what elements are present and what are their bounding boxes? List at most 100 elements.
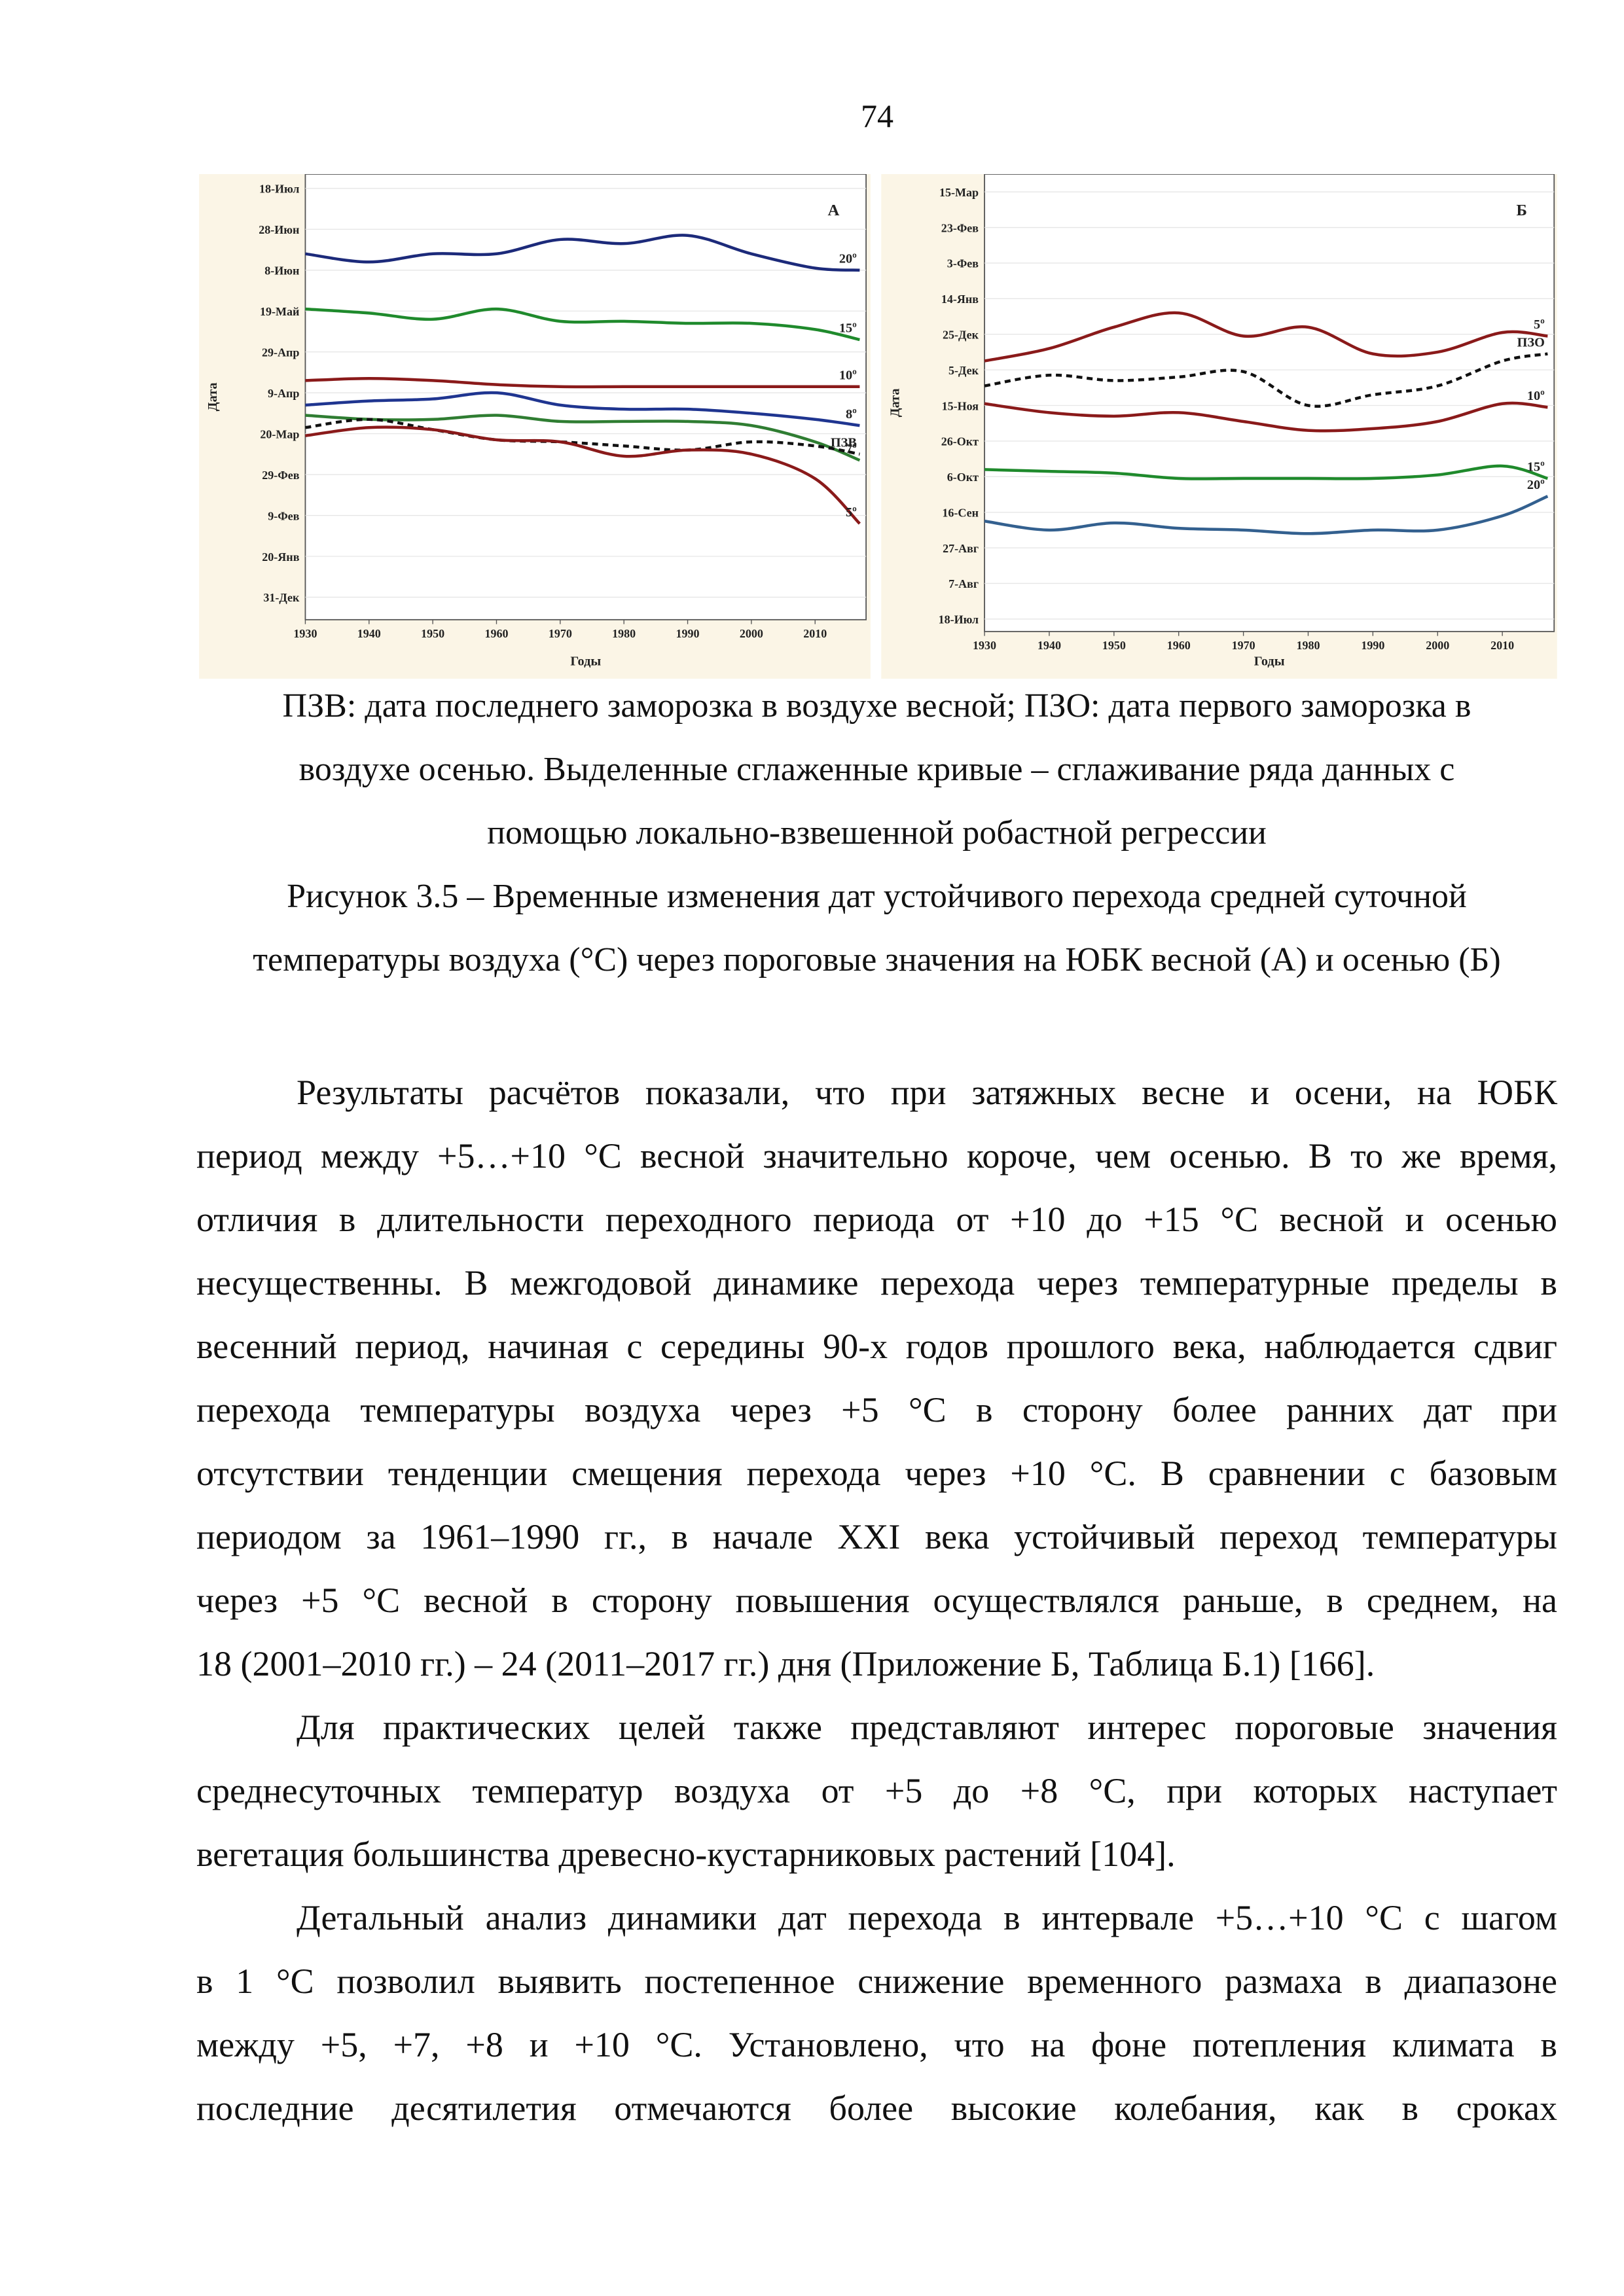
x-tick-label: 1960 [484, 627, 508, 640]
series-label: 15º [839, 321, 857, 336]
y-tick-label: 20-Мар [260, 427, 299, 440]
panel-label: Б [1516, 202, 1526, 219]
y-tick-label: 8-Июн [264, 264, 299, 278]
x-tick-label: 2010 [1490, 639, 1514, 652]
y-tick-label: 26-Окт [941, 435, 979, 448]
x-axis-label: Годы [1254, 655, 1285, 669]
series-label: ПЗВ [831, 436, 857, 450]
series-label: 10º [839, 368, 857, 383]
body-text: Результаты расчётов показали, что при за… [196, 1061, 1557, 2140]
text-line: Рисунок 3.5 – Временные изменения дат ус… [287, 878, 1467, 915]
y-tick-label: 14-Янв [941, 293, 979, 306]
x-tick-label: 1940 [1038, 639, 1061, 652]
x-tick-label: 1970 [549, 627, 572, 640]
text-line: отсутствии тенденции смещения перехода ч… [196, 1454, 1557, 1493]
text-line: Для практических целей также представляю… [297, 1708, 1557, 1747]
smoothed-line [305, 418, 860, 456]
x-tick-label: 1930 [293, 627, 317, 640]
y-tick-label: 9-Апр [268, 387, 299, 400]
page-number: 74 [861, 98, 893, 134]
series-label: 5º [846, 505, 857, 520]
text-line: помощью локально-взвешенной робастной ре… [487, 814, 1267, 852]
y-tick-label: 23-Фев [941, 221, 979, 234]
y-tick-label: 29-Апр [262, 346, 299, 359]
x-tick-label: 2000 [740, 627, 763, 640]
series-label: 20º [839, 252, 857, 266]
chart-b: 18-Июл 7-Авг 27-Авг 16-Сен 6-Окт 26-Окт 15-Ноя… [881, 174, 1557, 679]
text-line: среднесуточных температур воздуха от +5 … [196, 1771, 1557, 1810]
figure-caption: Рисунок 3.5 – Временные изменения дат ус… [196, 865, 1557, 992]
smoothed-line [984, 464, 1549, 480]
y-tick-label: 16-Сен [942, 506, 979, 519]
y-tick-label: 5-Дек [948, 364, 979, 377]
text-line: перехода температуры воздуха через +5 °С… [196, 1390, 1557, 1429]
x-tick-label: 1980 [612, 627, 636, 640]
series-label: 5º [1534, 317, 1545, 332]
y-tick-label: 9-Фев [268, 509, 299, 522]
x-axis-label: Годы [570, 655, 601, 669]
x-tick-label: 1950 [421, 627, 444, 640]
text-line: через +5 °С весной в сторону повышения о… [196, 1581, 1557, 1620]
y-tick-label: 31-Дек [263, 591, 300, 604]
smoothed-line [984, 401, 1548, 433]
y-tick-label: 19-Май [260, 305, 299, 318]
text-line: периодом за 1961–1990 гг., в начале XXI … [196, 1517, 1557, 1556]
x-tick-label: 1940 [357, 627, 381, 640]
series-label: 10º [1527, 389, 1545, 403]
x-tick-label: 2000 [1426, 639, 1449, 652]
y-tick-label: 25-Дек [943, 329, 979, 342]
smoothed-line [305, 425, 861, 525]
y-tick-label: 7-Авг [948, 577, 979, 590]
text-line: период между +5…+10 °С весной значительн… [196, 1136, 1557, 1175]
smoothed-line [305, 391, 860, 427]
x-tick-label: 1970 [1232, 639, 1255, 652]
y-tick-label: 15-Ноя [942, 399, 979, 412]
chart-a: 31-Дек 20-Янв 9-Фев 29-Фев 20-Мар 9-Апр 29-Апр… [199, 174, 871, 679]
y-tick-label: 6-Окт [947, 471, 979, 484]
text-line: вегетация большинства древесно-кустарник… [196, 1835, 1176, 1874]
x-tick-label: 2010 [803, 627, 827, 640]
smoothed-line [984, 311, 1548, 363]
text-line: Результаты расчётов показали, что при за… [297, 1073, 1557, 1112]
x-tick-label: 1990 [676, 627, 700, 640]
y-tick-label: 18-Июл [939, 613, 979, 626]
smoothed-line [305, 234, 860, 272]
y-tick-label: 28-Июн [259, 223, 299, 236]
text-line: температуры воздуха (°С) через пороговые… [253, 941, 1501, 978]
x-tick-label: 1990 [1361, 639, 1384, 652]
smoothed-line [984, 352, 1548, 408]
smoothed-line [305, 414, 861, 462]
smoothed-line [305, 377, 860, 389]
x-tick-label: 1930 [973, 639, 996, 652]
plot-area [304, 174, 867, 620]
text-line: несущественны. В межгодовой динамике пер… [196, 1263, 1557, 1302]
text-line: между +5, +7, +8 и +10 °С. Установлено, … [196, 2025, 1557, 2064]
smoothed-line [305, 307, 860, 342]
smoothed-line [984, 495, 1549, 535]
x-tick-label: 1950 [1102, 639, 1126, 652]
series-label: 8º [846, 407, 857, 422]
plot-area [984, 174, 1555, 632]
y-tick-label: 15-Мар [939, 186, 979, 199]
y-tick-label: 29-Фев [262, 469, 299, 482]
text-line: 18 (2001–2010 гг.) – 24 (2011–2017 гг.) … [196, 1644, 1375, 1683]
y-axis-label: Дата [888, 388, 902, 417]
y-tick-label: 27-Авг [943, 542, 979, 555]
text-line: воздухе осенью. Выделенные сглаженные кр… [298, 751, 1455, 788]
text-line: весенний период, начиная с середины 90-х… [196, 1327, 1557, 1366]
text-line: Детальный анализ динамики дат перехода в… [297, 1898, 1557, 1937]
y-tick-label: 18-Июл [259, 183, 299, 196]
text-line: в 1 °С позволил выявить постепенное сниж… [196, 1962, 1557, 2001]
text-line: последние десятилетия отмечаются более в… [196, 2089, 1557, 2128]
series-label: 15º [1527, 460, 1545, 475]
text-line: отличия в длительности переходного перио… [196, 1200, 1557, 1239]
panel-label: А [828, 202, 840, 219]
y-tick-label: 20-Янв [262, 550, 299, 564]
series-label: 20º [1527, 478, 1545, 492]
text-line: ПЗВ: дата последнего заморозка в воздухе… [282, 687, 1471, 725]
figure-note: ПЗВ: дата последнего заморозка в воздухе… [196, 674, 1557, 865]
x-tick-label: 1960 [1167, 639, 1191, 652]
y-axis-label: Дата [206, 382, 220, 411]
y-tick-label: 3-Фев [947, 257, 979, 270]
